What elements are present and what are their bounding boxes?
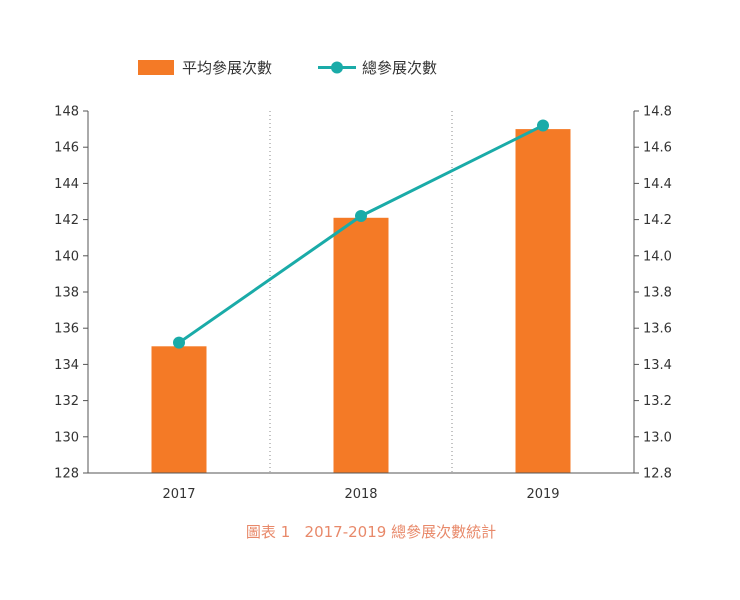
right-tick-label: 14.8 xyxy=(643,105,672,120)
right-tick-label: 14.2 xyxy=(643,213,672,228)
left-tick-label: 128 xyxy=(54,467,79,482)
left-tick-label: 130 xyxy=(54,430,79,445)
x-axis-labels: 2017 2018 2019 xyxy=(162,487,559,502)
line-point-2018 xyxy=(355,209,367,222)
legend-label-bar: 平均參展次數 xyxy=(182,59,272,77)
x-tick-label-2017: 2017 xyxy=(162,487,195,502)
left-axis-ticks: 128 130 132 134 136 138 140 142 144 146 148 xyxy=(54,105,88,482)
bar-2018 xyxy=(333,217,389,473)
right-tick-label: 12.8 xyxy=(643,467,672,482)
right-tick-label: 14.4 xyxy=(643,177,672,192)
left-tick-label: 134 xyxy=(54,358,79,373)
left-tick-label: 144 xyxy=(54,177,79,192)
x-tick-label-2019: 2019 xyxy=(526,487,559,502)
left-tick-label: 146 xyxy=(54,141,79,156)
right-tick-label: 13.6 xyxy=(643,322,672,337)
left-tick-label: 132 xyxy=(54,394,79,409)
legend: 平均參展次數 總參展次數 xyxy=(138,59,437,77)
left-tick-label: 138 xyxy=(54,286,79,301)
line-point-2017 xyxy=(173,336,185,349)
x-tick-label-2018: 2018 xyxy=(344,487,377,502)
line-series xyxy=(173,119,549,349)
right-tick-label: 13.8 xyxy=(643,286,672,301)
bar-2017 xyxy=(151,346,207,473)
legend-label-line: 總參展次數 xyxy=(362,59,437,77)
right-tick-label: 13.2 xyxy=(643,394,672,409)
chart-caption: 圖表 1 2017-2019 總參展次數統計 xyxy=(246,523,496,541)
right-axis-ticks: 12.8 13.0 13.2 13.4 13.6 13.8 14.0 14.2 14.4 14.6… xyxy=(634,105,672,482)
left-tick-label: 148 xyxy=(54,105,79,120)
line-point-2019 xyxy=(537,119,549,132)
legend-swatch-bar xyxy=(138,60,174,75)
bars xyxy=(151,129,571,473)
right-tick-label: 13.0 xyxy=(643,430,672,445)
right-tick-label: 14.6 xyxy=(643,141,672,156)
right-tick-label: 14.0 xyxy=(643,249,672,264)
legend-swatch-marker xyxy=(331,61,343,74)
left-tick-label: 140 xyxy=(54,249,79,264)
right-tick-label: 13.4 xyxy=(643,358,672,373)
left-tick-label: 136 xyxy=(54,322,79,337)
bar-2019 xyxy=(515,129,571,473)
left-tick-label: 142 xyxy=(54,213,79,228)
